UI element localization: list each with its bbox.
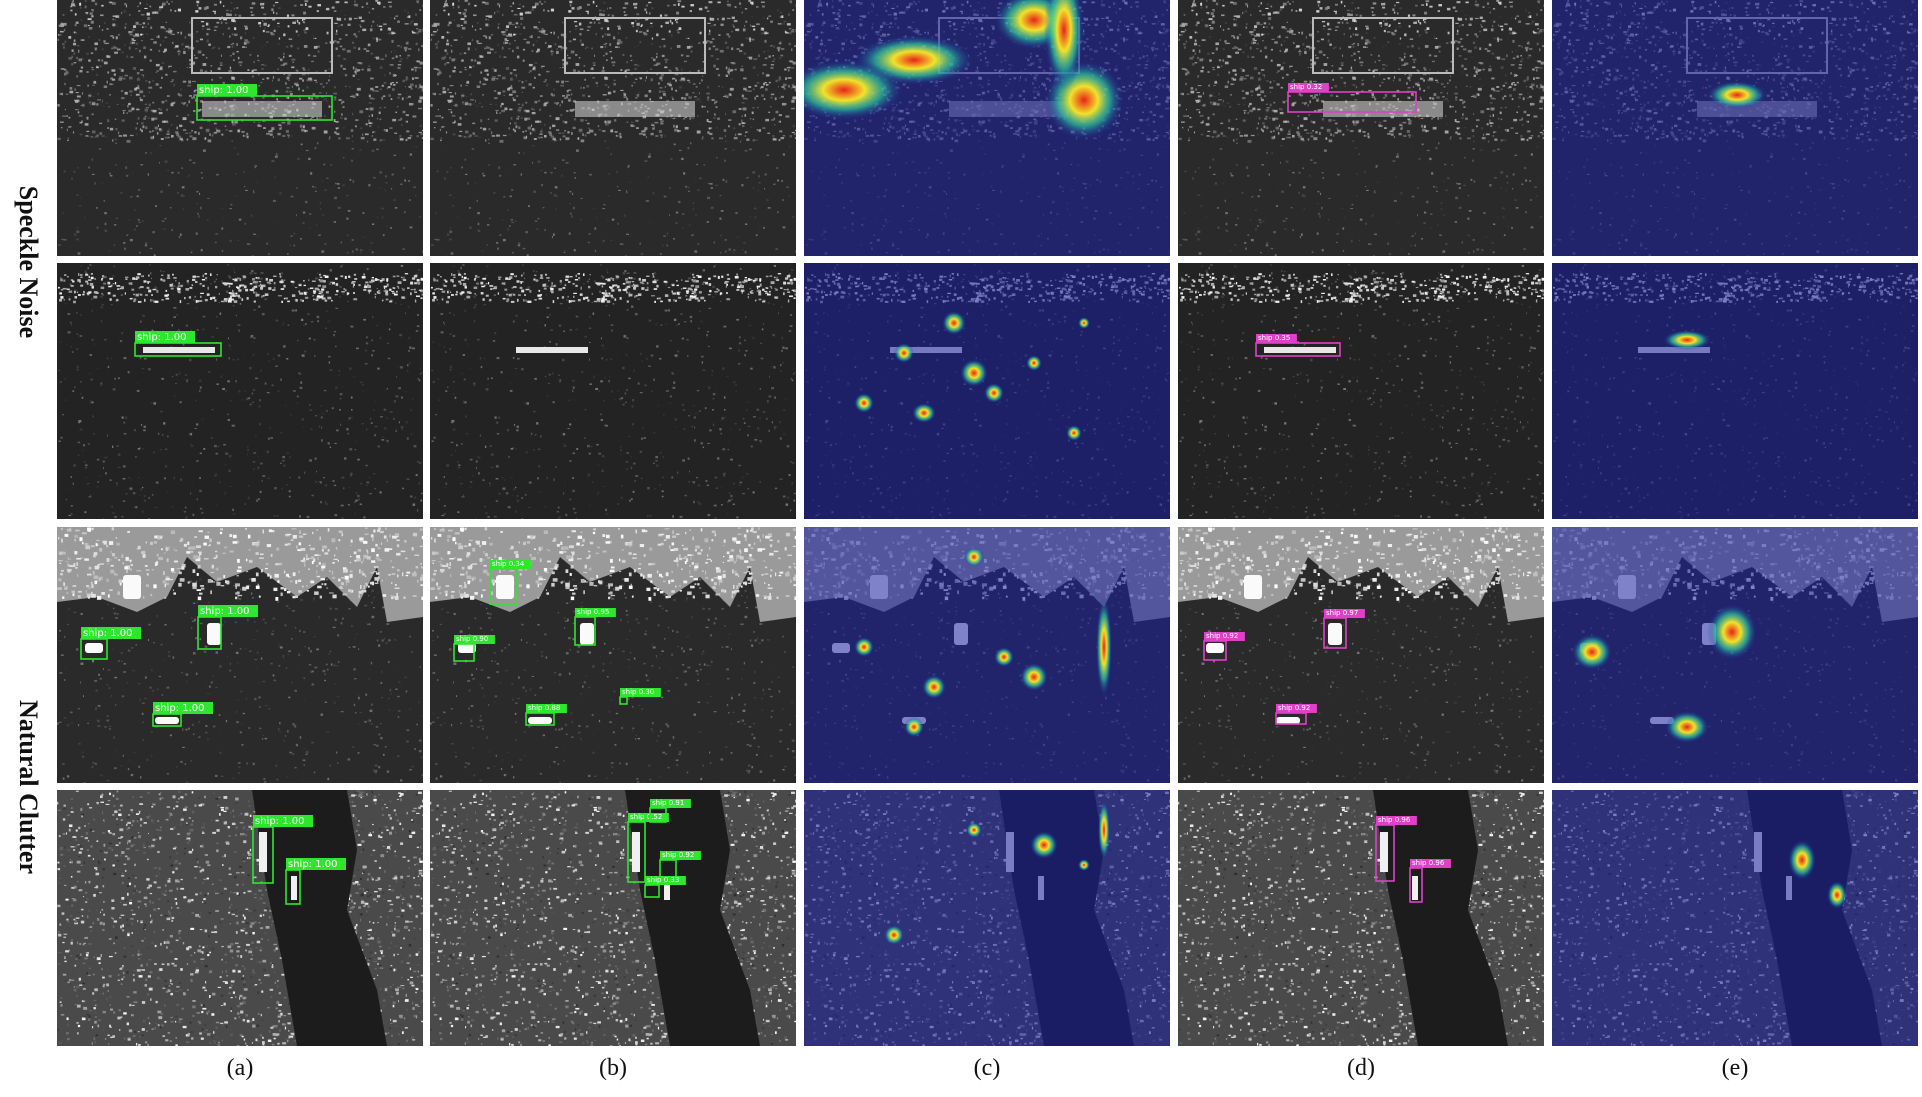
panel-row2-b: [430, 263, 796, 519]
column-label-a: (a): [57, 1055, 423, 1082]
sar-image: ship 0.96 ship 0.96: [1178, 790, 1544, 1046]
detection-label: ship 0.95: [577, 608, 609, 616]
detection-label: ship: 1.00: [288, 859, 338, 870]
panel-row1-a: ship: 1.00: [57, 0, 423, 256]
panel-row3-c: [804, 527, 1170, 783]
detection-label-bg: [628, 813, 669, 822]
sar-image: ship: 1.00: [57, 0, 423, 256]
detection-label-bg: [526, 704, 567, 713]
sar-image: [804, 263, 1170, 519]
panel-row4-b: ship 0.52 ship 0.91 ship 0.92 ship 0.33: [430, 790, 796, 1046]
sar-image: ship: 1.00: [57, 263, 423, 519]
column-label-b: (b): [430, 1055, 796, 1082]
detection-label-bg: [490, 560, 531, 569]
detection-label: ship 0.34: [492, 560, 525, 568]
column-label-c: (c): [804, 1055, 1170, 1082]
detection-box: [1255, 342, 1341, 357]
detection-label-bg: [1410, 859, 1451, 868]
detection-label-bg: [197, 84, 257, 96]
detection-label-bg: [645, 876, 686, 885]
detection-label: ship 0.91: [652, 799, 684, 807]
detection-label: ship 0.92: [1206, 632, 1238, 640]
figure-grid: ship: 1.00 ship 0.32 ship: 1.00 ship 0.35 sh…: [57, 0, 1922, 1049]
detection-label: ship: 1.00: [155, 703, 205, 714]
sar-image: [1552, 790, 1918, 1046]
detection-box: [1287, 91, 1417, 113]
detection-label-bg: [1204, 632, 1245, 641]
detection-label: ship 0.52: [630, 813, 662, 821]
detection-label-bg: [153, 702, 213, 714]
sar-image: ship: 1.00 ship: 1.00: [57, 790, 423, 1046]
panel-row4-e: [1552, 790, 1918, 1046]
panel-row2-d: ship 0.35: [1178, 263, 1544, 519]
detection-label-bg: [650, 799, 691, 808]
column-label-e: (e): [1552, 1055, 1918, 1082]
detection-label: ship: 1.00: [200, 606, 250, 617]
detection-label-bg: [620, 688, 661, 697]
panel-row4-a: ship: 1.00 ship: 1.00: [57, 790, 423, 1046]
panel-row2-a: ship: 1.00: [57, 263, 423, 519]
panel-row3-a: ship: 1.00 ship: 1.00 ship: 1.00: [57, 527, 423, 783]
sar-image: [804, 790, 1170, 1046]
sar-image: [1552, 263, 1918, 519]
sar-image: [430, 0, 796, 256]
detection-label: ship: 1.00: [83, 628, 133, 639]
detection-label-bg: [1256, 334, 1297, 343]
detection-label: ship: 1.00: [255, 816, 305, 827]
panel-row3-b: ship 0.34 ship 0.90 ship 0.95 ship 0.88 ship…: [430, 527, 796, 783]
detection-label-bg: [1288, 83, 1329, 92]
detection-label-bg: [198, 605, 258, 617]
detection-label: ship 0.30: [622, 688, 654, 696]
detection-label-bg: [1324, 609, 1365, 618]
panel-row4-d: ship 0.96 ship 0.96: [1178, 790, 1544, 1046]
sar-image: [430, 263, 796, 519]
detection-label-bg: [660, 851, 701, 860]
detection-label: ship 0.33: [647, 876, 679, 884]
panel-row1-e: [1552, 0, 1918, 256]
sar-image: ship 0.34 ship 0.90 ship 0.95 ship 0.88 ship…: [430, 527, 796, 783]
sar-image: [804, 527, 1170, 783]
detection-label: ship 0.90: [456, 635, 488, 643]
detection-label-bg: [253, 815, 313, 827]
sar-image: ship 0.32: [1178, 0, 1544, 256]
panel-row1-d: ship 0.32: [1178, 0, 1544, 256]
detection-label: ship 0.96: [1378, 816, 1411, 824]
detection-label-bg: [81, 627, 141, 639]
panel-row2-c: [804, 263, 1170, 519]
panel-row3-d: ship 0.92 ship 0.97 ship 0.92: [1178, 527, 1544, 783]
detection-label-bg: [1376, 816, 1417, 825]
sar-image: [1552, 527, 1918, 783]
detection-label-bg: [286, 858, 346, 870]
detection-label-bg: [575, 608, 616, 617]
sar-image: ship 0.52 ship 0.91 ship 0.92 ship 0.33: [430, 790, 796, 1046]
sar-image: ship 0.35: [1178, 263, 1544, 519]
detection-label: ship: 1.00: [137, 332, 187, 343]
detection-label: ship 0.35: [1258, 334, 1290, 342]
detection-box: [196, 95, 333, 121]
detection-label-bg: [454, 635, 495, 644]
row-group-label-speckle-noise: Speckle Noise: [0, 0, 56, 524]
detection-label: ship 0.96: [1412, 859, 1445, 867]
sar-image: [804, 0, 1170, 256]
panel-row2-e: [1552, 263, 1918, 519]
sar-image: ship 0.92 ship 0.97 ship 0.92: [1178, 527, 1544, 783]
detection-label: ship: 1.00: [199, 85, 249, 96]
panel-row1-b: [430, 0, 796, 256]
detection-label: ship 0.92: [662, 851, 694, 859]
detection-label: ship 0.32: [1290, 83, 1322, 91]
panel-row4-c: [804, 790, 1170, 1046]
sar-image: [1552, 0, 1918, 256]
panel-row1-c: [804, 0, 1170, 256]
detection-label: ship 0.97: [1326, 609, 1358, 617]
column-label-d: (d): [1178, 1055, 1544, 1082]
panel-row3-e: [1552, 527, 1918, 783]
sar-image: ship: 1.00 ship: 1.00 ship: 1.00: [57, 527, 423, 783]
detection-label: ship 0.92: [1278, 704, 1310, 712]
detection-label-bg: [1276, 704, 1317, 713]
detection-label-bg: [135, 331, 195, 343]
detection-label: ship 0.88: [528, 704, 560, 712]
row-group-label-natural-clutter: Natural Clutter: [0, 524, 56, 1049]
